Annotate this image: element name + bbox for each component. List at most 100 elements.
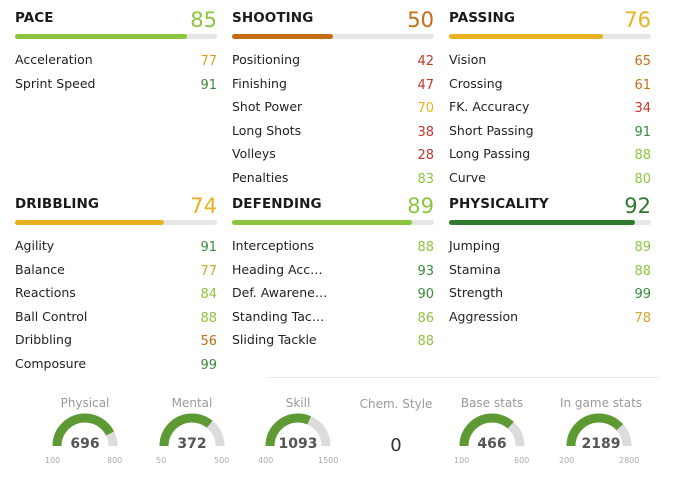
stat-value: 91	[200, 240, 217, 255]
block-value: 89	[407, 194, 434, 218]
divider	[268, 377, 658, 378]
stat-label: Aggression	[449, 308, 519, 324]
stat-label: Sprint Speed	[15, 75, 96, 91]
stat-value: 88	[417, 240, 434, 255]
gauge-in-game-stats: In game stats 2189 200 2800	[549, 392, 653, 472]
stat-value: 77	[200, 54, 217, 69]
stat-row: FK. Accuracy 34	[449, 94, 651, 118]
stat-label: Acceleration	[15, 52, 93, 67]
chem-style: Chem. Style 0	[346, 392, 446, 472]
stat-value: 89	[634, 240, 651, 255]
stat-row: Strength 99	[449, 280, 651, 304]
gauge-label: Mental	[171, 396, 213, 410]
stat-row: Vision 65	[449, 47, 651, 71]
rating-bar	[15, 34, 217, 39]
stat-block-pace: PACE 85 Acceleration 77 Sprint Speed 91	[15, 0, 217, 93]
stat-label: Finishing	[232, 75, 287, 91]
gauge-min: 200	[559, 456, 575, 465]
gauge-label: Skill	[285, 396, 311, 410]
stat-block-shooting: SHOOTING 50 Positioning 42 Finishing 47 Shot…	[232, 0, 434, 187]
gauge-arc-icon	[265, 413, 331, 447]
stat-list: Vision 65 Crossing 61 FK. Accuracy 34 Short Pa…	[449, 47, 651, 188]
stat-list: Jumping 89 Stamina 88 Strength 99 Aggression 78	[449, 233, 651, 327]
stat-value: 84	[200, 287, 217, 302]
stat-row: Acceleration 77	[15, 47, 217, 71]
rating-bar-fill	[15, 220, 165, 225]
stat-row: Long Shots 38	[232, 118, 434, 142]
stat-label: Stamina	[449, 261, 501, 277]
gauge-min: 50	[156, 456, 167, 465]
block-title: PASSING	[449, 10, 516, 26]
stat-label: Penalties	[232, 169, 289, 185]
gauge-arc-icon	[566, 413, 632, 447]
stat-label: Sliding Tackle	[232, 332, 317, 347]
gauge-arc-icon	[159, 413, 225, 447]
stat-row: Balance 77	[15, 257, 217, 281]
stat-row: Sliding Tackle 88	[232, 327, 434, 351]
block-title: SHOOTING	[232, 10, 314, 26]
stat-value: 61	[634, 77, 651, 93]
stat-value: 38	[417, 124, 434, 140]
stat-label: Composure	[15, 355, 87, 371]
stat-row: Finishing 47	[232, 71, 434, 95]
rating-bar-fill	[232, 34, 333, 39]
stat-label: Long Passing	[449, 146, 531, 161]
stat-row: Ball Control 88	[15, 304, 217, 328]
gauge-skill: Skill 1093 400 1500	[248, 392, 348, 472]
rating-bar	[232, 34, 434, 39]
gauge-label: In game stats	[559, 396, 643, 410]
stat-value: 88	[634, 263, 651, 279]
stat-label: FK. Accuracy	[449, 99, 530, 114]
rating-bar	[232, 220, 434, 225]
stat-list: Agility 91 Balance 77 Reactions 84 Ball Contro…	[15, 233, 217, 374]
stat-value: 90	[417, 287, 434, 302]
gauge-label: Base stats	[460, 396, 524, 410]
gauge-value: 2189	[581, 436, 621, 452]
rating-bar-fill	[232, 220, 412, 225]
stat-row: Long Passing 88	[449, 141, 651, 165]
stat-value: 80	[634, 171, 651, 187]
stat-value: 93	[417, 263, 434, 279]
stat-label: Positioning	[232, 52, 300, 67]
stat-value: 91	[634, 124, 651, 140]
stat-label: Interceptions	[232, 238, 315, 253]
stat-value: 78	[634, 310, 651, 326]
rating-bar-fill	[449, 34, 603, 39]
stat-block-passing: PASSING 76 Vision 65 Crossing 61 FK. Accurac…	[449, 0, 651, 187]
stat-label: Heading Acc…	[232, 261, 323, 277]
stat-label: Volleys	[232, 146, 276, 161]
gauge-max: 800	[107, 456, 123, 465]
rating-bar-fill	[15, 34, 187, 39]
stat-row: Standing Tac… 86	[232, 304, 434, 328]
chem-style-label: Chem. Style	[359, 397, 433, 411]
gauge-mental: Mental 372 50 500	[142, 392, 242, 472]
rating-bar	[15, 220, 217, 225]
stat-label: Reactions	[15, 285, 76, 300]
stat-value: 88	[634, 148, 651, 163]
stat-row: Heading Acc… 93	[232, 257, 434, 281]
block-value: 85	[190, 8, 217, 32]
stat-value: 91	[200, 77, 217, 93]
gauge-min: 100	[45, 456, 61, 465]
block-title: DRIBBLING	[15, 196, 100, 212]
stat-row: Reactions 84	[15, 280, 217, 304]
stat-row: Dribbling 56	[15, 327, 217, 351]
stat-value: 88	[200, 310, 217, 326]
stat-row: Shot Power 70	[232, 94, 434, 118]
block-value: 50	[407, 8, 434, 32]
stat-label: Vision	[449, 52, 487, 67]
gauge-min: 400	[258, 456, 274, 465]
stat-label: Jumping	[449, 238, 501, 253]
stat-value: 65	[634, 54, 651, 69]
block-value: 92	[624, 194, 651, 218]
stat-list: Interceptions 88 Heading Acc… 93 Def. Awaren…	[232, 233, 434, 351]
stat-label: Balance	[15, 261, 65, 277]
stat-value: 47	[417, 77, 434, 93]
stat-value: 88	[417, 334, 434, 349]
stat-row: Curve 80	[449, 165, 651, 189]
stat-label: Ball Control	[15, 308, 88, 324]
gauge-arc-icon	[52, 413, 118, 447]
stat-value: 34	[634, 101, 651, 116]
stat-row: Crossing 61	[449, 71, 651, 95]
gauge-max: 500	[214, 456, 230, 465]
